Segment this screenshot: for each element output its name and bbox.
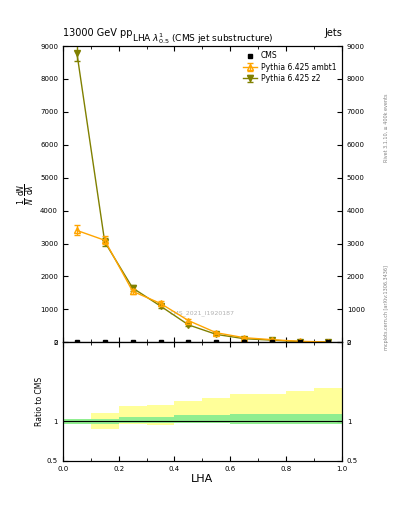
- CMS: [75, 338, 79, 345]
- CMS: [214, 338, 219, 345]
- Text: 13000 GeV pp: 13000 GeV pp: [63, 28, 132, 38]
- CMS: [270, 338, 275, 345]
- Text: Rivet 3.1.10, ≥ 400k events: Rivet 3.1.10, ≥ 400k events: [384, 94, 389, 162]
- Legend: CMS, Pythia 6.425 ambt1, Pythia 6.425 z2: CMS, Pythia 6.425 ambt1, Pythia 6.425 z2: [242, 50, 338, 84]
- Title: LHA $\lambda^{1}_{0.5}$ (CMS jet substructure): LHA $\lambda^{1}_{0.5}$ (CMS jet substru…: [132, 31, 273, 46]
- Y-axis label: $\frac{1}{N}\,\frac{\mathrm{d}N}{\mathrm{d}\lambda}$: $\frac{1}{N}\,\frac{\mathrm{d}N}{\mathrm…: [16, 183, 37, 205]
- Y-axis label: Ratio to CMS: Ratio to CMS: [35, 377, 44, 426]
- CMS: [158, 338, 163, 345]
- Line: CMS: CMS: [74, 339, 331, 344]
- Text: Jets: Jets: [324, 28, 342, 38]
- CMS: [102, 338, 107, 345]
- Text: CMS_2021_I1920187: CMS_2021_I1920187: [170, 310, 235, 315]
- CMS: [242, 338, 247, 345]
- CMS: [298, 338, 303, 345]
- CMS: [186, 338, 191, 345]
- X-axis label: LHA: LHA: [191, 475, 213, 484]
- CMS: [326, 338, 331, 345]
- CMS: [130, 338, 135, 345]
- Text: mcplots.cern.ch [arXiv:1306.3436]: mcplots.cern.ch [arXiv:1306.3436]: [384, 265, 389, 350]
